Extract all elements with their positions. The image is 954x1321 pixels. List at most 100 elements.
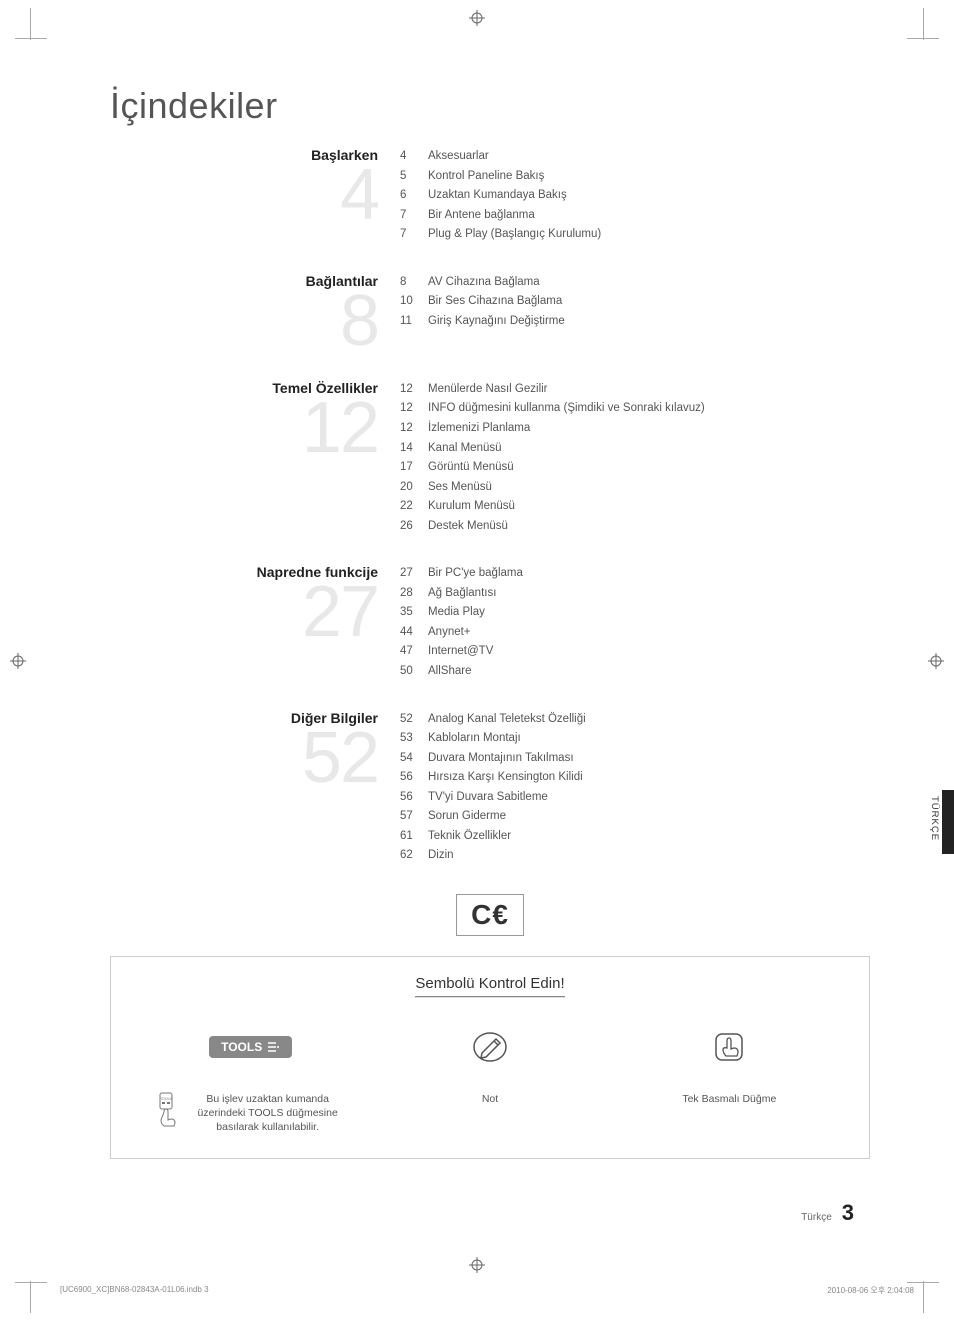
section-heading: Başlarken 4	[110, 147, 400, 245]
section-number: 4	[110, 165, 378, 226]
symbol-box-title: Sembolü Kontrol Edin!	[131, 975, 849, 996]
crop-mark	[30, 1281, 62, 1313]
note-icon-area	[470, 1020, 510, 1074]
toc-item: 12İzlemenizi Planlama	[400, 419, 870, 439]
footer-file: [UC6900_XC]BN68-02843A-01L06.indb 3	[60, 1285, 209, 1296]
toc-page-number: 17	[400, 458, 428, 478]
svg-text:TOOLS: TOOLS	[160, 1097, 172, 1101]
toc-item: 47Internet@TV	[400, 642, 870, 662]
toc-item-label: AllShare	[428, 662, 870, 682]
crop-mark	[30, 8, 62, 40]
toc-item: 28Ağ Bağlantısı	[400, 584, 870, 604]
toc-item: 26Destek Menüsü	[400, 517, 870, 537]
toc-item: 11Giriş Kaynağını Değiştirme	[400, 312, 870, 332]
toc-page-number: 56	[400, 788, 428, 808]
symbol-check-box: Sembolü Kontrol Edin! TOOLS TOOLS	[110, 956, 870, 1160]
toc-item-label: Dizin	[428, 846, 870, 866]
toc-item-label: Media Play	[428, 603, 870, 623]
symbol-col-tools: TOOLS TOOLS Bu işlev uzaktan kumanda üze…	[131, 1020, 370, 1135]
symbol-col-onetouch: Tek Basmalı Düğme	[610, 1020, 849, 1106]
toc-page-number: 28	[400, 584, 428, 604]
section-items: 27Bir PC'ye bağlama28Ağ Bağlantısı35Medi…	[400, 564, 870, 681]
toc-item-label: TV'yi Duvara Sabitleme	[428, 788, 870, 808]
toc-item: 7Plug & Play (Başlangıç Kurulumu)	[400, 225, 870, 245]
toc-item: 52Analog Kanal Teletekst Özelliği	[400, 710, 870, 730]
toc-page-number: 11	[400, 312, 428, 332]
footer-meta: [UC6900_XC]BN68-02843A-01L06.indb 3 2010…	[60, 1285, 914, 1296]
registration-mark	[469, 10, 485, 26]
toc-item-label: Plug & Play (Başlangıç Kurulumu)	[428, 225, 870, 245]
toc-page-number: 7	[400, 225, 428, 245]
toc-item: 12Menülerde Nasıl Gezilir	[400, 380, 870, 400]
registration-mark	[10, 653, 26, 669]
toc-page-number: 50	[400, 662, 428, 682]
toc-item-label: Giriş Kaynağını Değiştirme	[428, 312, 870, 332]
footer-language: Türkçe	[801, 1212, 832, 1223]
ce-mark: C€	[110, 894, 870, 936]
toc-item: 7Bir Antene bağlanma	[400, 206, 870, 226]
toc-section: Temel Özellikler1212Menülerde Nasıl Gezi…	[110, 380, 870, 536]
toc-page-number: 57	[400, 807, 428, 827]
section-items: 4Aksesuarlar5Kontrol Paneline Bakış6Uzak…	[400, 147, 870, 245]
toc-item: 6Uzaktan Kumandaya Bakış	[400, 186, 870, 206]
toc-item-label: Duvara Montajının Takılması	[428, 749, 870, 769]
toc-page-number: 20	[400, 478, 428, 498]
toc-item-label: Kabloların Montajı	[428, 729, 870, 749]
toc-page-number: 8	[400, 273, 428, 293]
toc-item: 10Bir Ses Cihazına Bağlama	[400, 292, 870, 312]
section-number: 12	[110, 398, 378, 459]
toc-page-number: 12	[400, 399, 428, 419]
toc-page-number: 62	[400, 846, 428, 866]
toc-item-label: Görüntü Menüsü	[428, 458, 870, 478]
section-number: 52	[110, 728, 378, 789]
section-heading: Temel Özellikler12	[110, 380, 400, 536]
section-title: Bağlantılar	[110, 273, 378, 289]
toc-item-label: Internet@TV	[428, 642, 870, 662]
toc-page-number: 47	[400, 642, 428, 662]
toc-section: Napredne funkcije2727Bir PC'ye bağlama28…	[110, 564, 870, 681]
side-tab-marker	[942, 790, 954, 854]
toc-item-label: Aksesuarlar	[428, 147, 870, 167]
toc-item: 56TV'yi Duvara Sabitleme	[400, 788, 870, 808]
hand-press-icon	[711, 1029, 747, 1065]
tools-badge: TOOLS	[209, 1036, 292, 1058]
toc-item-label: Destek Menüsü	[428, 517, 870, 537]
toc-page-number: 10	[400, 292, 428, 312]
toc-item: 4Aksesuarlar	[400, 147, 870, 167]
section-heading: Napredne funkcije27	[110, 564, 400, 681]
toc-item-label: Kurulum Menüsü	[428, 497, 870, 517]
tools-icon	[266, 1041, 280, 1053]
toc-item: 22Kurulum Menüsü	[400, 497, 870, 517]
note-label: Not	[482, 1092, 498, 1106]
toc-item-label: Bir Ses Cihazına Bağlama	[428, 292, 870, 312]
toc-section: Diğer Bilgiler5252Analog Kanal Teletekst…	[110, 710, 870, 866]
toc-item-label: Ses Menüsü	[428, 478, 870, 498]
tools-badge-text: TOOLS	[221, 1040, 262, 1054]
remote-hand-icon: TOOLS	[154, 1092, 182, 1128]
toc-item: 44Anynet+	[400, 623, 870, 643]
onetouch-label: Tek Basmalı Düğme	[682, 1092, 776, 1106]
registration-mark	[928, 653, 944, 669]
toc-item: 17Görüntü Menüsü	[400, 458, 870, 478]
section-items: 8AV Cihazına Bağlama10Bir Ses Cihazına B…	[400, 273, 870, 352]
section-number: 27	[110, 582, 378, 643]
toc-item-label: INFO düğmesini kullanma (Şimdiki ve Sonr…	[428, 399, 870, 419]
page-content: İçindekiler Başlarken44Aksesuarlar5Kontr…	[110, 85, 870, 1159]
section-items: 52Analog Kanal Teletekst Özelliği53Kablo…	[400, 710, 870, 866]
footer-page-number: Türkçe 3	[801, 1200, 854, 1226]
toc-item-label: Sorun Giderme	[428, 807, 870, 827]
side-tab-label: TÜRKÇE	[929, 796, 940, 841]
toc-page-number: 14	[400, 439, 428, 459]
toc-section: Başlarken 4 4Aksesuarlar5Kontrol Paneline …	[110, 147, 870, 245]
symbol-col-note: Not	[370, 1020, 609, 1106]
toc-item-label: Hırsıza Karşı Kensington Kilidi	[428, 768, 870, 788]
toc-page-number: 12	[400, 419, 428, 439]
section-title: Başlarken	[110, 147, 378, 163]
toc-page-number: 26	[400, 517, 428, 537]
toc-item-label: Ağ Bağlantısı	[428, 584, 870, 604]
toc-item: 61Teknik Özellikler	[400, 827, 870, 847]
toc-item: 35Media Play	[400, 603, 870, 623]
toc-page-number: 54	[400, 749, 428, 769]
toc-page-number: 6	[400, 186, 428, 206]
toc-item-label: Menülerde Nasıl Gezilir	[428, 380, 870, 400]
